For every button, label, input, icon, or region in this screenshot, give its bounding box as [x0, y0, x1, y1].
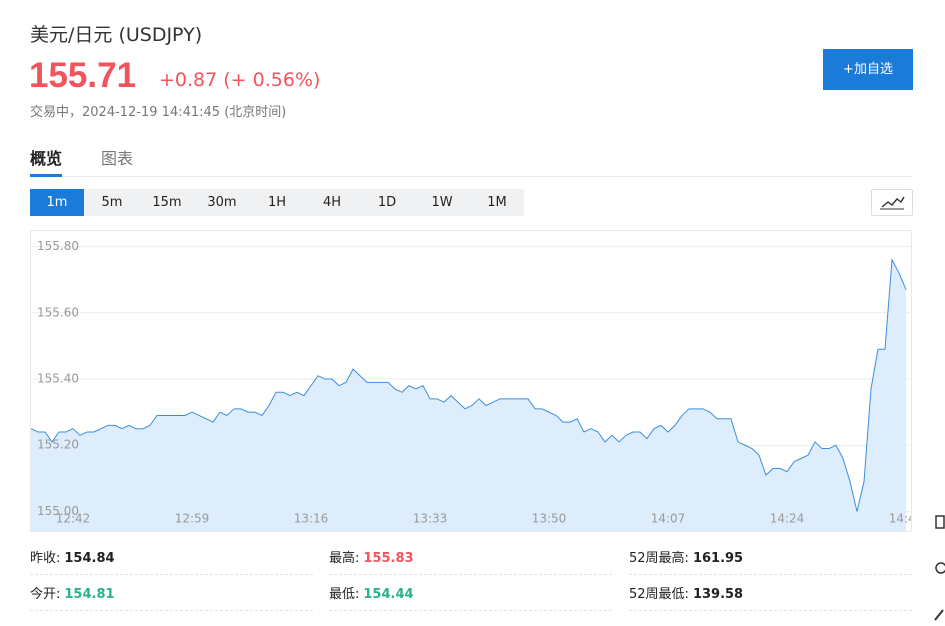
- interval-bar: [30, 189, 524, 216]
- interval-button[interactable]: 1W: [431, 195, 453, 210]
- price-line: [31, 258, 907, 512]
- interval-button[interactable]: 1H: [267, 195, 287, 210]
- stat-value: 154.44: [363, 587, 414, 602]
- x-tick-label: 14:24: [770, 512, 805, 526]
- stat-label: 今开:: [30, 587, 61, 602]
- x-tick-label: 12:59: [175, 512, 210, 526]
- y-tick-label: 155.80: [37, 239, 79, 253]
- interval-button[interactable]: 1D: [377, 195, 397, 210]
- interval-button[interactable]: 15m: [152, 195, 182, 210]
- interval-button[interactable]: 4H: [322, 195, 342, 210]
- stat-label: 昨收:: [30, 551, 61, 566]
- stat-divider: [30, 574, 313, 575]
- tab[interactable]: 概览: [30, 145, 63, 177]
- change: +0.87 (+ 0.56%): [159, 69, 321, 91]
- interval-button[interactable]: 1m: [30, 189, 84, 216]
- stat-divider: [329, 574, 612, 575]
- chart-type-button[interactable]: [871, 189, 913, 216]
- stat-value: 154.84: [64, 551, 115, 566]
- interval-button[interactable]: 1M: [487, 195, 507, 210]
- stat-value: 161.95: [692, 551, 744, 566]
- stat: 最低: 154.44: [329, 583, 414, 602]
- stat: 最高: 155.83: [329, 547, 414, 566]
- y-tick-label: 155.00: [37, 504, 79, 518]
- side-icons: [934, 515, 945, 621]
- x-tick-label: 14:07: [651, 512, 686, 526]
- y-tick-label: 155.40: [37, 372, 79, 386]
- interval-button[interactable]: 30m: [207, 195, 237, 210]
- stat-value: 155.83: [363, 551, 414, 566]
- stat-value: 139.58: [692, 587, 744, 602]
- stat-label: 52周最低:: [629, 587, 689, 602]
- y-tick-label: 155.20: [37, 438, 79, 452]
- stat-divider: [30, 610, 313, 611]
- area-fill: [31, 259, 906, 531]
- stat-divider: [629, 610, 912, 611]
- stat-label: 52周最高:: [629, 551, 689, 566]
- chart: 155.00 155.20 155.40 155.60 155.80 12:42 12:59…: [30, 230, 912, 532]
- tab[interactable]: 图表: [101, 149, 134, 168]
- status: 交易中，2024-12-19 14:41:45 (北京时间): [30, 105, 287, 120]
- stat: 昨收: 154.84: [30, 547, 115, 566]
- stat-label: 最低:: [329, 587, 360, 602]
- stat: 52周最高: 161.95: [629, 547, 743, 566]
- title: 美元/日元 (USDJPY): [30, 24, 203, 46]
- stat-divider: [629, 574, 912, 575]
- stat-label: 最高:: [329, 551, 360, 566]
- x-tick-label: 13:50: [532, 512, 567, 526]
- x-tick-label: 14:41: [889, 512, 912, 526]
- x-tick-label: 13:33: [413, 512, 448, 526]
- stat-divider: [329, 610, 612, 611]
- chart-type-icon: [880, 196, 905, 210]
- stat: 今开: 154.81: [30, 583, 115, 602]
- stat: 52周最低: 139.58: [629, 583, 743, 602]
- y-tick-label: 155.60: [37, 305, 79, 319]
- x-tick-label: 13:16: [294, 512, 329, 526]
- price: 155.71: [29, 56, 137, 95]
- x-tick-label: 12:42: [56, 512, 91, 526]
- stat-value: 154.81: [64, 587, 115, 602]
- tab-divider: [30, 176, 912, 177]
- interval-button[interactable]: 5m: [101, 195, 123, 210]
- watch-button[interactable]: +加自选: [823, 49, 913, 90]
